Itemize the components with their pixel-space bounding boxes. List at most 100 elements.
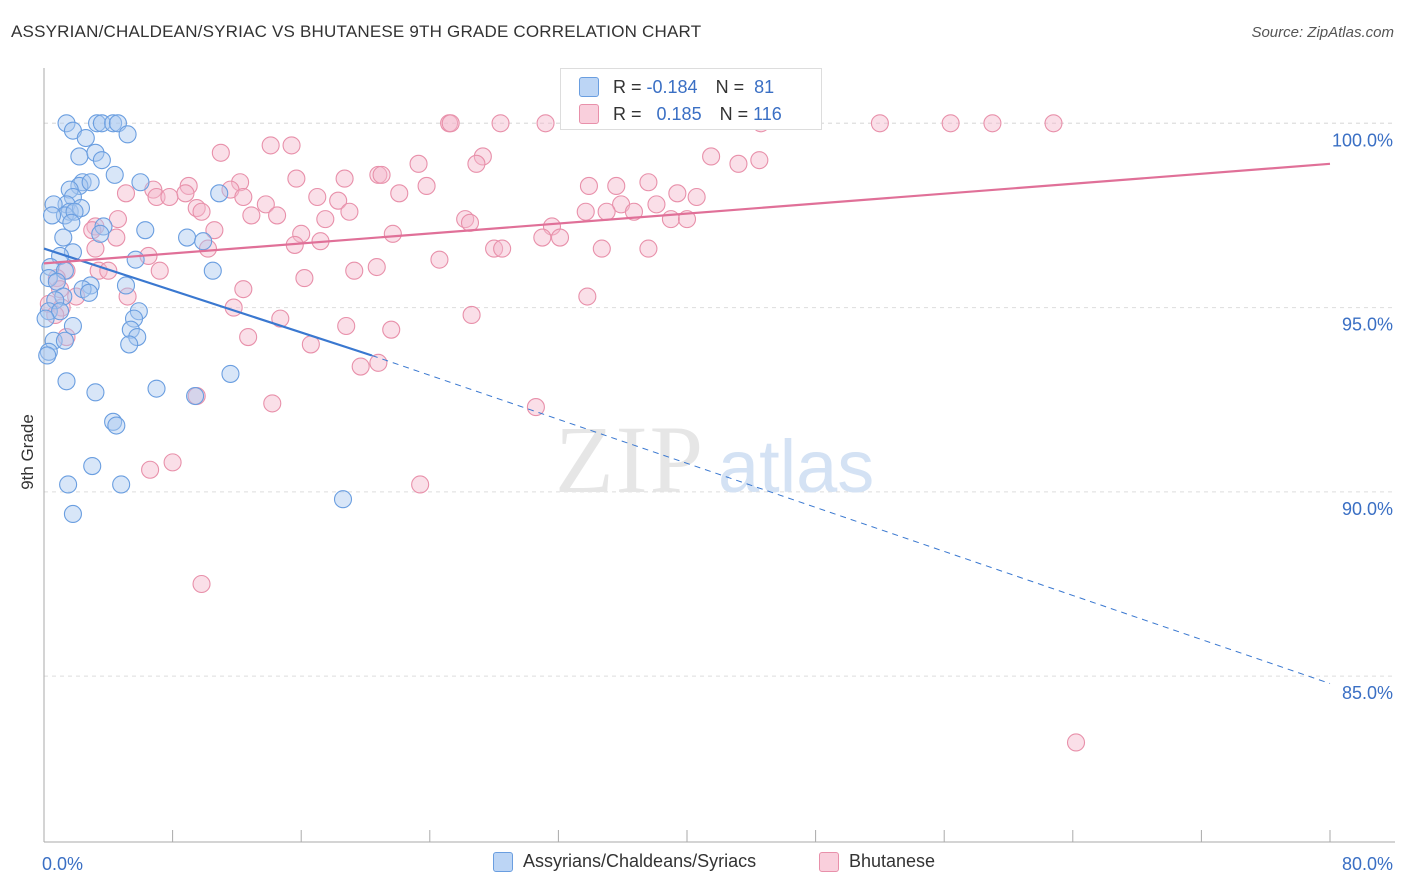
bhutanese-point bbox=[89, 261, 108, 280]
bhutanese-point bbox=[576, 202, 595, 221]
bhutanese-point bbox=[211, 143, 230, 162]
trend-lines bbox=[43, 162, 1331, 684]
y-tick-label: 90.0% bbox=[1342, 499, 1393, 519]
assyrian-trend-line bbox=[43, 247, 373, 357]
assyrian-point bbox=[116, 276, 136, 295]
assyrian-point bbox=[104, 114, 123, 133]
y-tick-label: 100.0% bbox=[1332, 130, 1393, 150]
bhutanese-point bbox=[526, 398, 545, 417]
assyrian-point bbox=[136, 221, 155, 240]
bhutanese-point bbox=[941, 114, 960, 133]
bhutanese-point bbox=[668, 184, 687, 203]
assyrian-point bbox=[126, 250, 145, 269]
x-tick-label: 0.0% bbox=[42, 854, 83, 874]
bhutanese-trend-line bbox=[43, 162, 1331, 265]
bhutanese-point bbox=[108, 210, 127, 229]
chart-legend: Assyrians/Chaldeans/Syriacs Bhutanese bbox=[0, 851, 1406, 879]
bhutanese-point bbox=[316, 210, 335, 229]
assyrian-point bbox=[147, 379, 166, 398]
assyrian-point bbox=[79, 283, 99, 302]
watermark-zip: ZIP bbox=[555, 406, 705, 513]
stats-pink-n-value: 116 bbox=[753, 103, 782, 124]
assyrian-point bbox=[210, 184, 229, 203]
bhutanese-point bbox=[295, 269, 314, 288]
bhutanese-point bbox=[411, 475, 430, 494]
bhutanese-point bbox=[367, 257, 386, 277]
bhutanese-point bbox=[345, 261, 364, 280]
assyrian-point bbox=[194, 232, 213, 251]
bhutanese-point bbox=[729, 154, 748, 173]
stats-pink-r-label: R = bbox=[613, 103, 642, 124]
stats-blue-r-value: -0.184 bbox=[646, 76, 698, 97]
bhutanese-point bbox=[141, 460, 160, 479]
bhutanese-point bbox=[271, 309, 290, 328]
stats-swatch-blue bbox=[579, 77, 599, 97]
stats-blue-r-label: R = bbox=[613, 76, 642, 97]
chart-title: ASSYRIAN/CHALDEAN/SYRIAC VS BHUTANESE 9T… bbox=[11, 22, 702, 41]
y-tick-label: 95.0% bbox=[1342, 315, 1393, 335]
bhutanese-point bbox=[702, 147, 721, 166]
bhutanese-point bbox=[86, 239, 105, 258]
bhutanese-point bbox=[383, 224, 402, 243]
assyrian-point bbox=[57, 114, 76, 133]
bhutanese-point bbox=[335, 169, 354, 188]
bhutanese-point bbox=[372, 165, 391, 184]
legend-item-assyrian[interactable]: Assyrians/Chaldeans/Syriacs bbox=[493, 851, 756, 872]
x-tick-label: 80.0% bbox=[1342, 854, 1393, 874]
assyrian-point bbox=[38, 346, 57, 365]
bhutanese-point bbox=[467, 154, 486, 173]
bhutanese-point bbox=[578, 287, 597, 306]
stats-blue-n-label: N = bbox=[715, 76, 745, 97]
assyrian-point bbox=[59, 475, 78, 494]
bhutanese-point bbox=[597, 202, 616, 221]
bhutanese-point bbox=[147, 187, 166, 207]
assyrian-point bbox=[83, 457, 102, 476]
grid-layer bbox=[44, 122, 1395, 677]
assyrian-point bbox=[131, 173, 150, 192]
bhutanese-point bbox=[409, 154, 428, 173]
assyrian-point bbox=[178, 228, 197, 247]
stats-pink-n-label: N = bbox=[719, 103, 749, 124]
assyrian-point bbox=[65, 202, 84, 221]
assyrian-point bbox=[62, 213, 81, 232]
stats-swatch-pink bbox=[579, 104, 599, 124]
bhutanese-point bbox=[579, 176, 598, 195]
axis-layer: 100.0% 95.0% 90.0% 85.0% 0.0% 80.0% bbox=[42, 68, 1395, 874]
bhutanese-point bbox=[308, 187, 327, 207]
assyrian-point bbox=[46, 291, 65, 310]
bhutanese-point bbox=[661, 210, 680, 229]
bhutanese-point bbox=[441, 114, 460, 133]
bhutanese-point bbox=[460, 213, 480, 232]
bhutanese-point bbox=[234, 280, 253, 299]
bhutanese-point bbox=[369, 353, 388, 372]
bhutanese-point bbox=[390, 184, 409, 203]
stats-row-pink: R = 0.185 N = 116 bbox=[579, 101, 782, 127]
assyrian-point bbox=[92, 151, 111, 170]
bhutanese-point bbox=[163, 453, 182, 472]
assyrian-point bbox=[55, 331, 74, 350]
assyrian-trend-extension bbox=[371, 355, 1331, 684]
assyrian-point bbox=[63, 316, 82, 336]
assyrian-point bbox=[76, 128, 95, 148]
assyrian-point bbox=[112, 475, 131, 494]
bhutanese-point bbox=[231, 173, 250, 192]
bhutanese-point bbox=[687, 187, 706, 207]
assyrian-point bbox=[121, 320, 140, 339]
bhutanese-point bbox=[639, 173, 658, 192]
assyrian-point bbox=[42, 206, 62, 225]
bhutanese-point bbox=[607, 176, 626, 195]
assyrian-point bbox=[203, 261, 222, 280]
watermark-atlas: atlas bbox=[718, 425, 874, 508]
bhutanese-point bbox=[205, 221, 224, 240]
assyrian-point bbox=[70, 147, 89, 166]
bhutanese-point bbox=[282, 136, 301, 155]
bhutanese-point bbox=[417, 176, 436, 195]
bhutanese-point bbox=[256, 195, 275, 214]
bhutanese-point bbox=[263, 394, 282, 413]
assyrian-point bbox=[333, 490, 353, 509]
assyrian-point bbox=[86, 143, 105, 162]
bhutanese-point bbox=[1066, 733, 1086, 752]
assyrian-point bbox=[70, 176, 89, 195]
legend-item-bhutanese[interactable]: Bhutanese bbox=[819, 851, 935, 872]
